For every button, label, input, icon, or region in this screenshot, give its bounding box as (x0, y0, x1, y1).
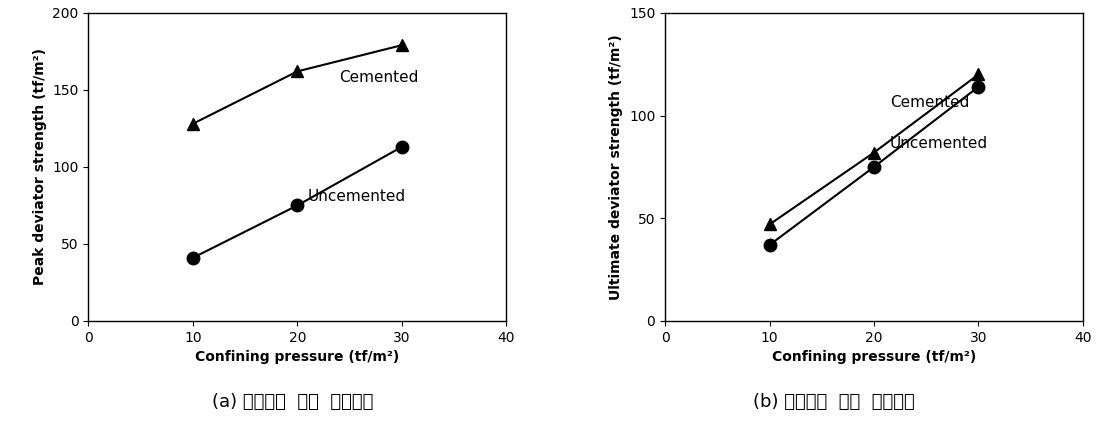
Text: (a) 구속압에  따른  전단강도: (a) 구속압에 따른 전단강도 (212, 392, 373, 410)
Text: Cemented: Cemented (890, 95, 969, 110)
X-axis label: Confining pressure (tf/m²): Confining pressure (tf/m²) (772, 350, 976, 364)
Text: Uncemented: Uncemented (308, 189, 406, 204)
Y-axis label: Peak deviator strength (tf/m²): Peak deviator strength (tf/m²) (33, 48, 46, 285)
Y-axis label: Ultimate deviator strength (tf/m²): Ultimate deviator strength (tf/m²) (609, 34, 623, 300)
Text: (b) 구속압에  따른  극한강도: (b) 구속압에 따른 극한강도 (754, 392, 915, 410)
Text: Cemented: Cemented (339, 70, 419, 85)
Text: Uncemented: Uncemented (890, 137, 988, 152)
X-axis label: Confining pressure (tf/m²): Confining pressure (tf/m²) (196, 350, 399, 364)
